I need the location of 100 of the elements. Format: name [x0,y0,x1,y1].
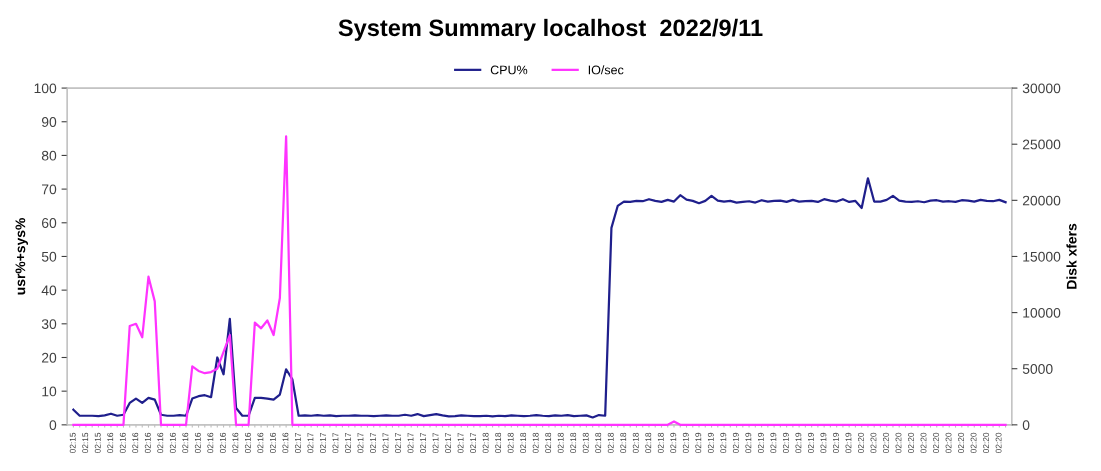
y-tick-label: 100 [34,83,57,94]
x-tick-label: 02:18 [645,432,652,454]
x-tick-label: 02:20 [995,432,1002,454]
x-tick-label: 02:20 [983,432,990,454]
x-tick-label: 02:19 [770,432,777,454]
line-series [72,177,1007,419]
x-tick-label: 02:16 [132,432,139,454]
x-tick-label: 02:16 [257,432,264,454]
x-tick-label: 02:18 [495,432,502,454]
x-tick-label: 02:18 [507,432,514,454]
x-tick-label: 02:19 [695,432,702,454]
x-tick-label: 02:16 [207,432,214,454]
y-tick-label: 40 [41,285,57,296]
x-tick-label: 02:17 [457,432,464,454]
y-tick-label: 90 [41,117,57,127]
x-tick-label: 02:19 [682,432,689,454]
y-tick-label: 10 [42,386,57,397]
y-tick-label: 70 [42,184,57,195]
x-tick-label: 02:19 [670,432,677,454]
x-tick-label: 02:18 [532,432,539,454]
x-tick-label: 02:19 [745,432,752,454]
x-tick-label: 02:17 [407,432,414,454]
x-tick-label: 02:19 [732,432,739,454]
x-tick-label: 02:18 [582,432,589,454]
y2-tick-label: 10000 [1023,307,1061,318]
x-tick-label: 02:17 [345,432,351,454]
x-tick-label: 02:19 [720,432,727,454]
x-tick-label: 02:17 [307,432,314,454]
x-tick-label: 02:16 [269,432,276,454]
x-tick-label: 02:20 [895,432,902,454]
y-tick-label: 0 [49,420,57,431]
y2-tick-label: 20000 [1022,195,1061,206]
x-tick-label: 02:19 [820,432,827,454]
x-tick-label: 02:17 [319,432,326,454]
x-tick-label: 02:16 [169,432,176,454]
y2-tick-label: 25000 [1022,139,1061,150]
x-tick-label: 02:18 [570,432,577,454]
x-tick-label: 02:20 [920,432,927,454]
x-tick-label: 02:16 [157,432,164,454]
x-tick-label: 02:20 [908,432,914,454]
x-tick-label: 02:16 [194,432,201,454]
x-tick-label: 02:17 [294,432,301,454]
x-tick-label: 02:19 [757,432,764,454]
x-tick-label: 02:16 [219,432,226,454]
x-tick-label: 02:20 [883,432,889,454]
y2-axis-title: Disk xfers [1066,223,1077,289]
x-tick-label: 02:17 [370,432,376,454]
x-tick-label: 02:15 [94,432,101,454]
x-tick-label: 02:17 [445,432,452,454]
x-tick-label: 02:16 [119,432,126,454]
x-tick-label: 02:18 [632,432,639,454]
x-tick-label: 02:17 [382,432,389,454]
x-tick-label: 02:16 [182,432,189,454]
legend-label: IO/sec [588,65,624,75]
x-tick-label: 02:16 [144,432,151,454]
x-tick-label: 02:17 [332,432,339,454]
x-tick-label: 02:20 [870,432,877,454]
x-tick-label: 02:17 [395,432,401,454]
y2-tick-label: 0 [1022,420,1030,431]
x-tick-label: 02:18 [520,432,527,454]
legend-label: CPU% [490,65,528,75]
x-tick-label: 02:18 [607,432,614,454]
y-tick-label: 50 [41,251,57,262]
y2-tick-label: 5000 [1022,364,1053,374]
x-tick-label: 02:18 [557,432,564,454]
x-tick-label: 02:15 [69,432,76,454]
y-tick-label: 20 [42,352,57,363]
x-tick-label: 02:18 [545,432,552,454]
chart-title: System Summary localhost 2022/9/11 [338,18,763,41]
x-tick-label: 02:16 [244,432,251,454]
x-tick-label: 02:20 [858,432,864,454]
x-tick-label: 02:18 [482,432,489,454]
x-tick-label: 02:16 [107,432,114,454]
x-tick-label: 02:16 [282,432,289,454]
x-tick-label: 02:20 [945,432,952,454]
x-tick-label: 02:20 [958,432,965,454]
x-tick-label: 02:19 [807,432,814,454]
y2-tick-label: 30000 [1022,83,1061,94]
x-tick-label: 02:19 [707,432,714,454]
x-tick-label: 02:17 [357,432,364,454]
x-tick-label: 02:18 [620,432,627,454]
y2-tick-label: 15000 [1023,251,1061,262]
x-tick-label: 02:16 [232,432,239,454]
y-tick-label: 60 [42,218,57,228]
y-tick-label: 80 [41,150,57,161]
x-tick-label: 02:20 [933,432,939,454]
x-tick-label: 02:15 [82,432,89,454]
x-tick-label: 02:19 [845,432,852,454]
y-axis-title: usr%+sys% [15,218,29,295]
x-tick-label: 02:18 [595,432,602,454]
x-tick-label: 02:17 [432,432,439,454]
x-tick-label: 02:19 [832,432,839,454]
line-series [72,135,1007,426]
y-tick-label: 30 [41,319,57,329]
x-tick-label: 02:17 [470,432,477,454]
x-tick-label: 02:19 [782,432,789,454]
x-tick-label: 02:20 [970,432,977,454]
x-tick-label: 02:17 [420,432,426,454]
x-tick-label: 02:18 [657,432,664,454]
x-tick-label: 02:19 [795,432,802,454]
